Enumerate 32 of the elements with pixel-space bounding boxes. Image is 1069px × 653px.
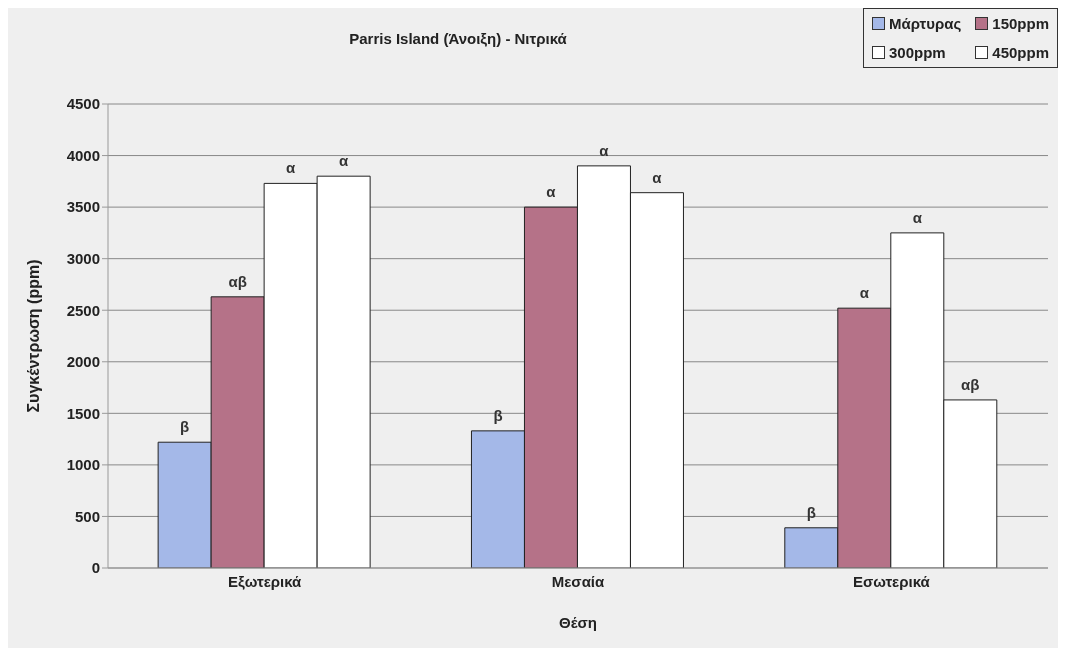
data-label: α xyxy=(859,284,870,302)
data-label: α xyxy=(286,159,297,177)
data-label: α xyxy=(912,208,923,226)
y-tick-label: 4000 xyxy=(66,146,100,164)
x-axis-title: Θέση xyxy=(559,614,597,631)
legend-label: 450ppm xyxy=(992,44,1049,61)
legend-label: Μάρτυρας xyxy=(888,15,962,32)
y-tick-label: 2000 xyxy=(66,353,100,371)
data-label: α xyxy=(546,183,557,201)
data-label: β xyxy=(180,418,190,436)
y-axis-title: Συγκέντρωση (ppm) xyxy=(24,259,42,413)
legend-label: 300ppm xyxy=(888,44,946,61)
legend-label: 150ppm xyxy=(992,15,1049,32)
data-label: β xyxy=(806,503,816,521)
y-tick-label: 2500 xyxy=(66,301,100,319)
x-tick-label: Εξωτερικά xyxy=(228,572,303,590)
y-tick-label: 3000 xyxy=(66,249,100,267)
chart-title: Parris Island (Άνοιξη) - Νιτρικά xyxy=(349,30,567,47)
data-label: β xyxy=(493,406,503,424)
y-tick-label: 4500 xyxy=(66,95,100,113)
y-tick-label: 1500 xyxy=(66,404,100,422)
data-label: α xyxy=(599,141,610,159)
data-label: αβ xyxy=(961,375,980,393)
data-label: α xyxy=(339,152,350,170)
y-tick-label: 1000 xyxy=(66,456,100,474)
y-tick-label: 500 xyxy=(74,507,100,525)
y-tick-label: 0 xyxy=(91,559,100,577)
data-label: α xyxy=(652,168,663,186)
x-tick-label: Μεσαία xyxy=(551,572,606,590)
data-label: αβ xyxy=(228,272,247,290)
x-tick-label: Εσωτερικά xyxy=(852,572,931,590)
y-tick-label: 3500 xyxy=(66,198,100,216)
